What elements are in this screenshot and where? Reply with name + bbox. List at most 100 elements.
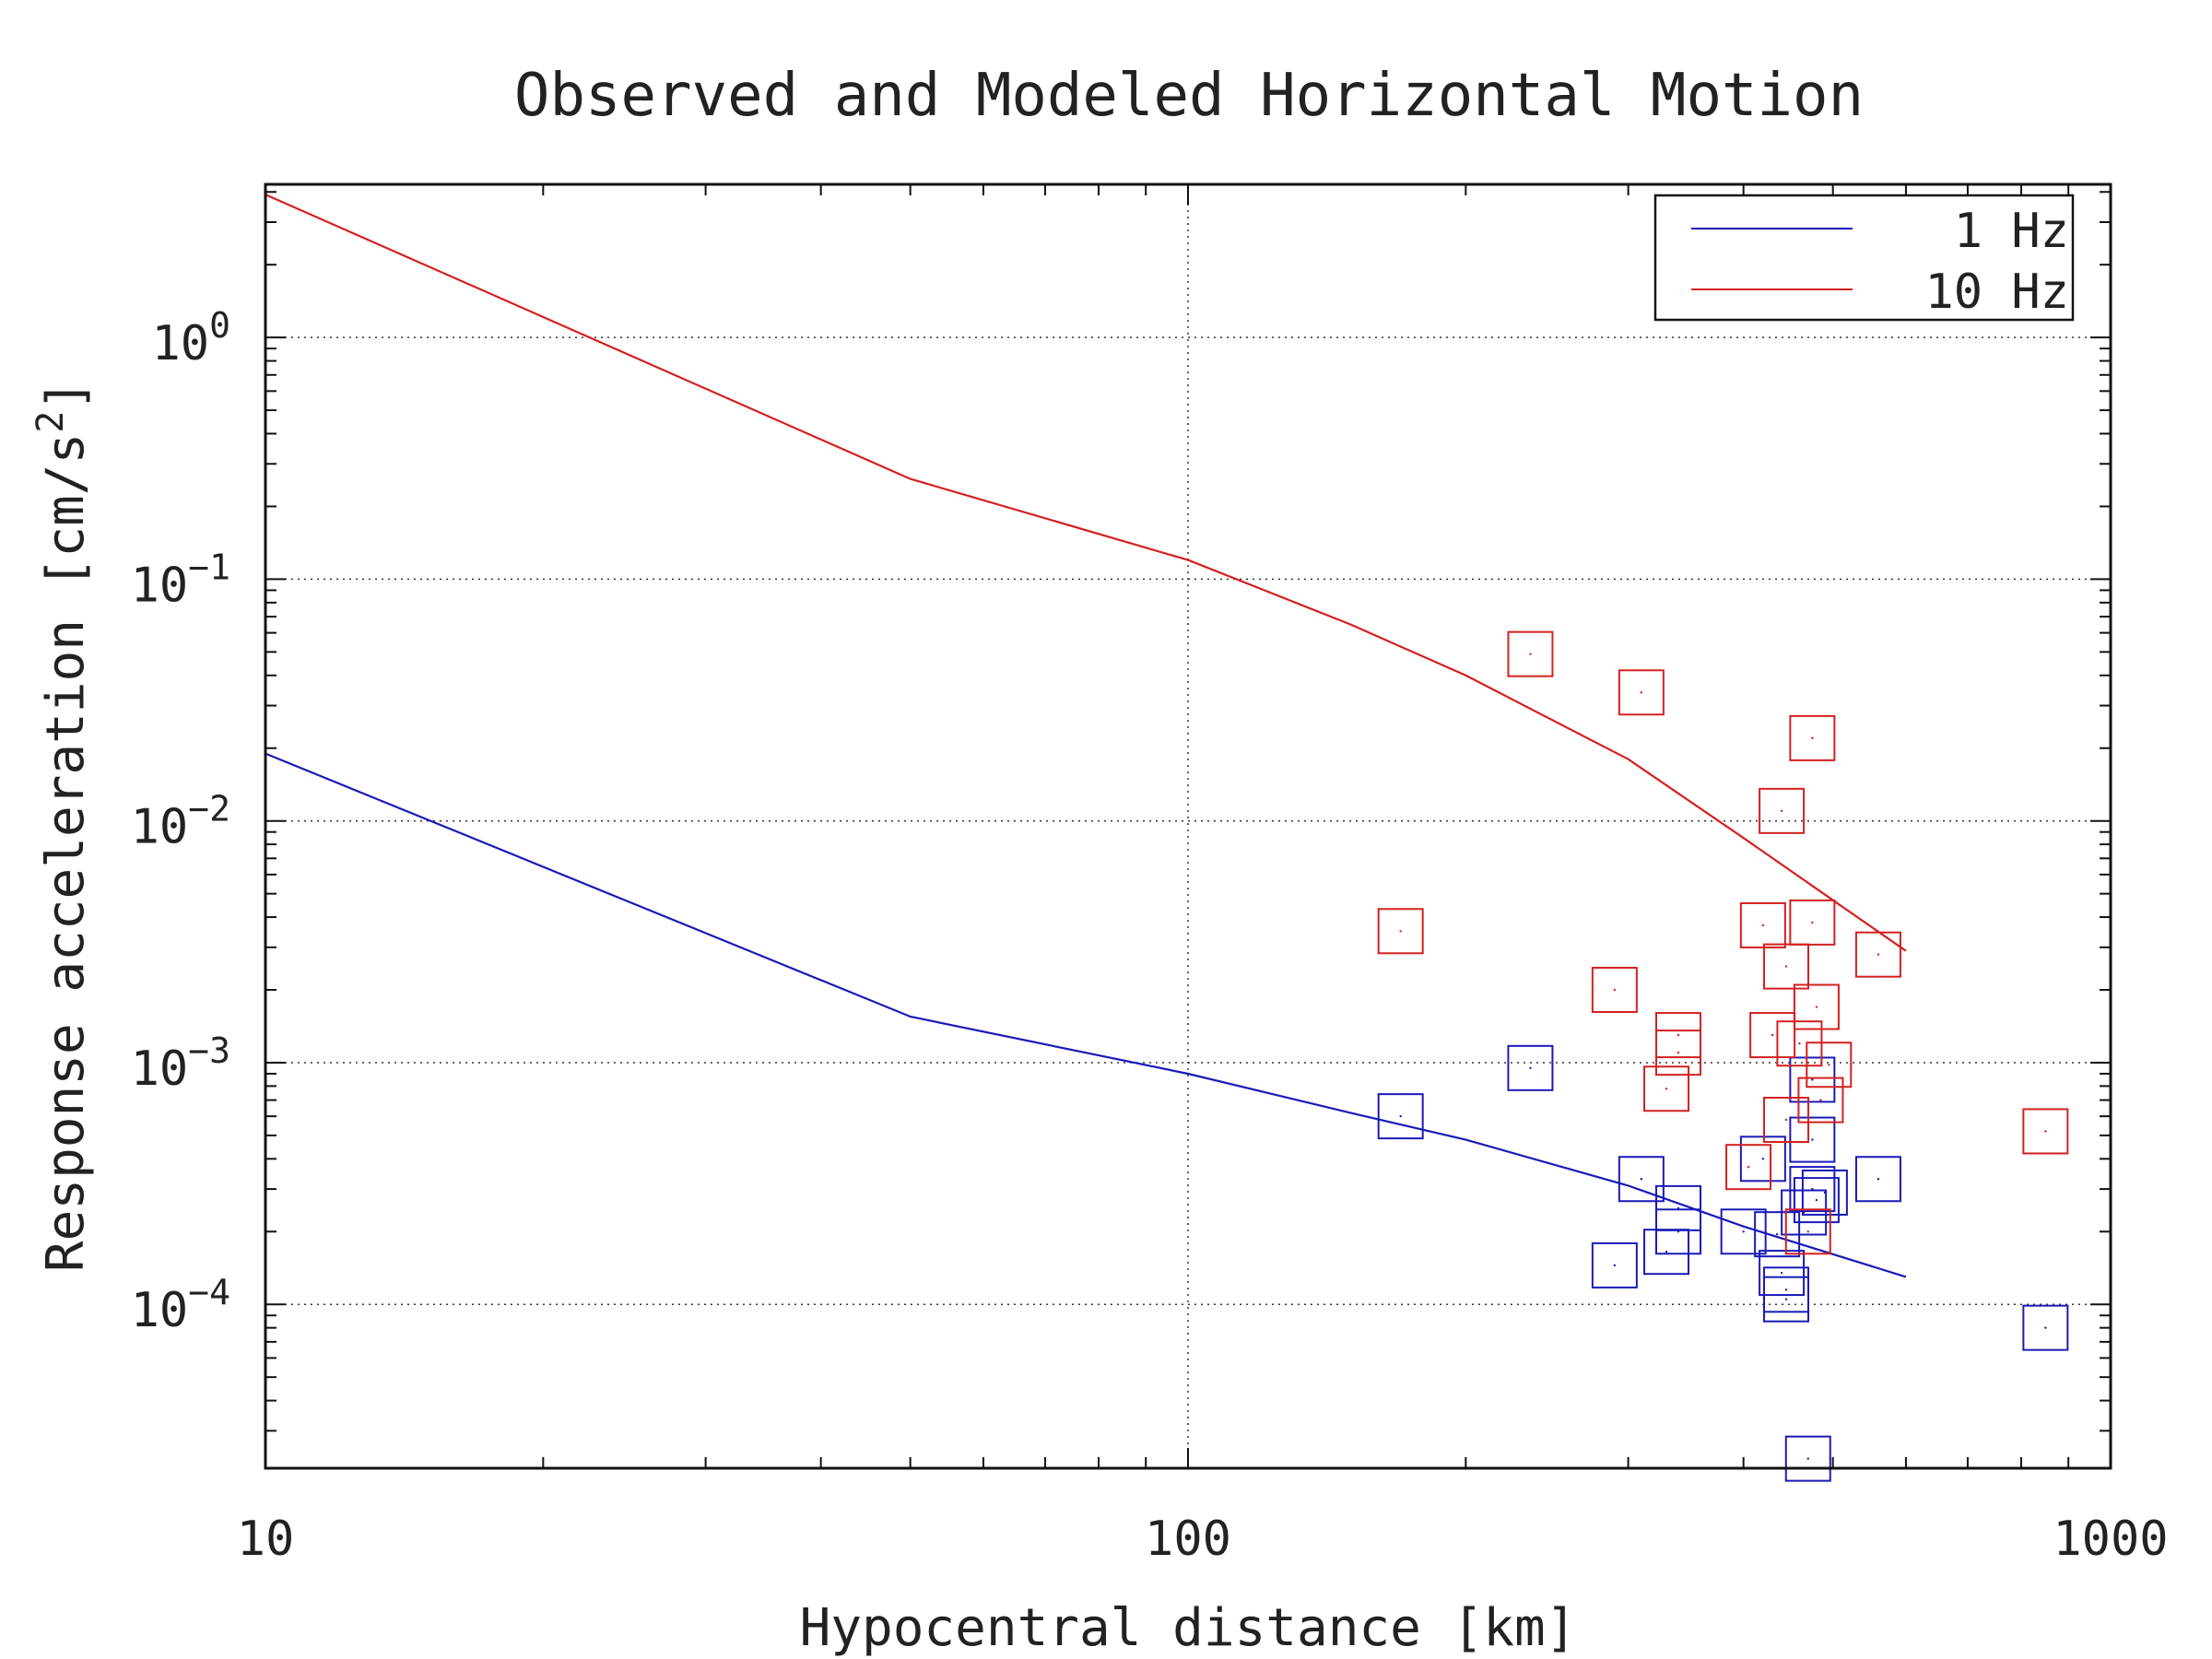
data-point-center-series-2	[1771, 1033, 1774, 1037]
data-point-center-series-1	[1811, 1187, 1814, 1191]
grid	[265, 184, 2111, 1468]
y-tick-label-exponent: 0	[209, 305, 230, 346]
data-point-series-2	[1854, 931, 1901, 978]
y-axis-label-suffix: ]	[36, 380, 96, 411]
data-point-center-series-1	[2044, 1326, 2047, 1329]
data-point-series-1	[1720, 1208, 1767, 1255]
y-tick-label: 10−2	[131, 789, 230, 855]
data-point-center-series-2	[2044, 1130, 2047, 1133]
data-point-center-series-2	[1780, 809, 1783, 813]
data-point-center-series-2	[1819, 1099, 1822, 1101]
y-tick-label-base: 10	[131, 558, 189, 613]
data-point-center-series-2	[1784, 1118, 1788, 1122]
data-point-center-series-1	[1784, 1288, 1788, 1291]
y-axis-label-superscript: 2	[29, 411, 72, 433]
data-point-series-1	[2022, 1304, 2069, 1351]
data-point-series-2	[1784, 1208, 1831, 1255]
data-point-series-1	[1793, 1177, 1840, 1224]
data-point-center-series-1	[1823, 1191, 1827, 1194]
data-point-center-series-1	[1811, 1078, 1814, 1081]
data-point-center-series-1	[1665, 1250, 1668, 1253]
data-point-series-2	[1591, 967, 1638, 1014]
data-point-center-series-1	[1677, 1230, 1680, 1233]
y-axis-label: Response acceleration [cm/s2]	[29, 380, 96, 1272]
data-point-series-2	[1797, 1077, 1844, 1124]
data-point-series-2	[1759, 787, 1806, 834]
legend-label-1-hz: 1 Hz	[1954, 204, 2069, 259]
data-point-center-series-2	[1677, 1051, 1680, 1054]
data-point-center-series-1	[1784, 1298, 1788, 1300]
data-point-series-1	[1781, 1189, 1828, 1236]
data-point-center-series-2	[1613, 988, 1617, 992]
data-point-series-2	[1655, 1030, 1702, 1077]
y-tick-label: 10−4	[131, 1272, 230, 1338]
data-point-center-series-1	[1877, 1178, 1880, 1181]
data-point-center-series-2	[1811, 921, 1814, 924]
data-point-series-1	[1759, 1250, 1806, 1297]
data-point-series-1	[1591, 1241, 1638, 1288]
x-tick-labels: 10 100 1000	[237, 1512, 2169, 1567]
data-point-center-series-2	[1677, 1033, 1680, 1037]
data-point-series-2	[2022, 1108, 2069, 1155]
data-point-series-1	[1763, 1276, 1810, 1323]
data-point-series-2	[1643, 1065, 1690, 1112]
chart-title: Observed and Modeled Horizontal Motion	[514, 62, 1864, 130]
data-point-center-series-1	[1806, 1457, 1809, 1460]
data-point-center-series-2	[1640, 691, 1643, 694]
data-point-series-2	[1739, 901, 1786, 948]
data-point-series-2	[1377, 908, 1424, 955]
data-point-series-1	[1377, 1093, 1424, 1140]
data-point-series-2	[1507, 630, 1554, 677]
y-tick-label-exponent: −4	[188, 1272, 230, 1312]
y-tick-label: 100	[151, 305, 230, 371]
y-tick-label-exponent: −1	[188, 547, 230, 587]
data-point-center-series-2	[1815, 1006, 1818, 1008]
data-point-center-series-1	[1811, 1138, 1814, 1141]
data-point-series-2	[1749, 1012, 1796, 1059]
y-tick-label: 10−1	[131, 547, 230, 613]
y-tick-label-exponent: −3	[188, 1030, 230, 1071]
data-point-center-series-2	[1761, 924, 1765, 927]
data-point-center-series-1	[1815, 1198, 1818, 1202]
data-point-series-1	[1655, 1208, 1702, 1255]
data-point-series-2	[1789, 714, 1836, 761]
data-point-series-1	[1739, 1135, 1786, 1182]
data-point-center-series-2	[1529, 653, 1532, 655]
data-point-series-2	[1725, 1144, 1772, 1191]
legend-box	[1653, 194, 2075, 322]
y-tick-label-base: 10	[151, 316, 209, 371]
data-point-series-1	[1801, 1169, 1848, 1216]
data-point-center-series-2	[1806, 1230, 1809, 1233]
data-point-series-1	[1507, 1044, 1554, 1091]
model-lines	[265, 194, 1907, 1278]
data-point-series-2	[1806, 1041, 1853, 1088]
data-point-series-1	[1789, 1116, 1836, 1163]
data-point-center-series-2	[1665, 1088, 1668, 1090]
data-point-center-series-2	[1747, 1166, 1750, 1169]
data-point-series-2	[1793, 983, 1840, 1030]
axis-ticks	[265, 184, 2112, 1468]
y-tick-label-base: 10	[131, 1283, 189, 1338]
data-point-center-series-1	[1399, 1114, 1402, 1118]
data-point-center-series-2	[1877, 953, 1880, 956]
data-point-series-2	[1789, 899, 1836, 946]
data-point-center-series-2	[1798, 1041, 1801, 1045]
model-line-series-2	[265, 194, 1907, 952]
y-tick-label-base: 10	[131, 800, 189, 855]
data-point-center-series-1	[1742, 1230, 1745, 1233]
legend: 1 Hz 10 Hz	[1653, 194, 2075, 322]
data-point-series-2	[1763, 1097, 1810, 1144]
data-point-series-2	[1618, 669, 1665, 716]
data-point-series-1	[1789, 1056, 1836, 1103]
data-point-center-series-1	[1613, 1264, 1617, 1267]
y-axis-label-prefix: Response acceleration [cm/s	[36, 433, 96, 1272]
data-point-series-2	[1763, 943, 1810, 990]
data-point-series-1	[1655, 1184, 1702, 1231]
y-tick-label-exponent: −2	[188, 789, 230, 830]
legend-label-10-hz: 10 Hz	[1924, 265, 2069, 320]
data-point-series-1	[1618, 1156, 1665, 1203]
data-point-series-1	[1789, 1166, 1836, 1213]
data-point-series-1	[1784, 1435, 1831, 1482]
